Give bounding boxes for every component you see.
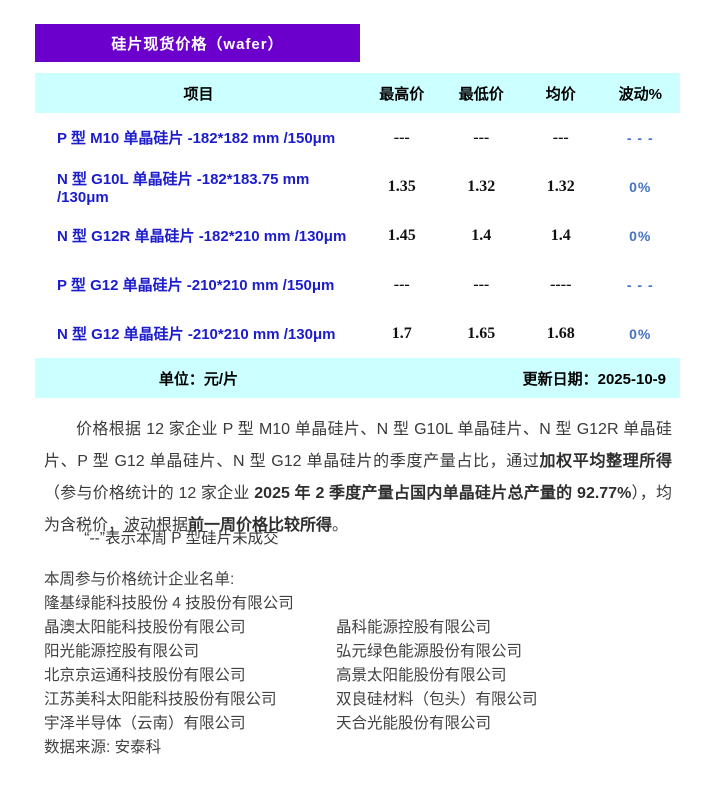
avg-price: 1.68 xyxy=(546,324,575,342)
company-name: 弘元绿色能源股份有限公司 xyxy=(336,643,523,660)
change-value: - - - xyxy=(626,276,654,293)
col-header-change: 波动% xyxy=(618,85,662,103)
para-run-bold: 加权平均整理所得 xyxy=(539,453,672,470)
table-footer-row: 单位：元/片 更新日期：2025-10-9 xyxy=(35,358,680,398)
company-name: 天合光能股份有限公司 xyxy=(336,715,492,732)
table-row: N 型 G12 单晶硅片 -210*210 mm /130μm 1.7 1.65… xyxy=(35,309,680,358)
para-run-bold: 2025 年 2 季度产量占国内单晶硅片总产量的 92.77% xyxy=(254,485,632,502)
methodology-paragraph: 价格根据 12 家企业 P 型 M10 单晶硅片、N 型 G10L 单晶硅片、N… xyxy=(44,414,672,542)
table-row: P 型 M10 单晶硅片 -182*182 mm /150μm --- --- … xyxy=(35,113,680,162)
table-header-row: 项目 最高价 最低价 均价 波动% xyxy=(35,73,680,113)
data-source: 数据来源: 安泰科 xyxy=(44,739,162,756)
change-value: 0% xyxy=(629,325,652,342)
col-header-high: 最高价 xyxy=(379,85,425,103)
col-header-low: 最低价 xyxy=(458,85,504,103)
company-list: 本周参与价格统计企业名单: 隆基绿能科技股份 4 技股份有限公司 晶澳太阳能科技… xyxy=(44,568,684,760)
avg-price: 1.32 xyxy=(546,177,575,195)
para-run: 价格根据 12 家企业 P 型 M10 单晶硅片、N 型 G10L 单晶硅片、N… xyxy=(44,421,672,470)
high-price: 1.35 xyxy=(387,177,416,195)
low-price: --- xyxy=(473,275,490,293)
para-run: （参与价格统计的 12 家企业 xyxy=(44,485,255,502)
low-price: 1.32 xyxy=(467,177,496,195)
avg-price: 1.4 xyxy=(550,226,571,244)
unit-label: 单位：元/片 xyxy=(158,370,239,388)
company-name: 江苏美科太阳能科技股份有限公司 xyxy=(44,691,277,708)
company-name: 高景太阳能股份有限公司 xyxy=(336,667,507,684)
avg-price: --- xyxy=(552,128,569,146)
para-run: 。 xyxy=(332,517,349,534)
table-row: P 型 G12 单晶硅片 -210*210 mm /150μm --- --- … xyxy=(35,260,680,309)
change-value: - - - xyxy=(626,129,654,146)
company-name: 宇泽半导体（云南）有限公司 xyxy=(44,715,246,732)
company-name: 晶澳太阳能科技股份有限公司 xyxy=(44,619,246,636)
company-row: 北京京运通科技股份有限公司 高景太阳能股份有限公司 xyxy=(44,664,684,688)
product-name: P 型 M10 单晶硅片 -182*182 mm /150μm xyxy=(57,130,336,147)
change-value: 0% xyxy=(629,227,652,244)
company-name: 隆基绿能科技股份 4 技股份有限公司 xyxy=(44,595,294,612)
company-name: 晶科能源控股有限公司 xyxy=(336,619,492,636)
product-name: N 型 G10L 单晶硅片 -182*183.75 mm /130μm xyxy=(57,170,310,206)
low-price: --- xyxy=(473,128,490,146)
page-title: 硅片现货价格（wafer） xyxy=(35,24,360,62)
para-run-bold: 前一周价格比较所得 xyxy=(188,517,333,534)
high-price: --- xyxy=(393,275,410,293)
col-header-avg: 均价 xyxy=(545,85,576,103)
para-run: ），均为含税价，波动根据 xyxy=(44,485,672,534)
company-name: 北京京运通科技股份有限公司 xyxy=(44,667,246,684)
company-row: 宇泽半导体（云南）有限公司 天合光能股份有限公司 xyxy=(44,712,684,736)
company-name: 双良硅材料（包头）有限公司 xyxy=(336,691,538,708)
company-name: 阳光能源控股有限公司 xyxy=(44,643,200,660)
update-date: 更新日期：2025-10-9 xyxy=(522,370,666,388)
company-list-heading: 本周参与价格统计企业名单: xyxy=(44,571,235,588)
wafer-price-table: 项目 最高价 最低价 均价 波动% P 型 M10 单晶硅片 -182*182 … xyxy=(35,73,680,398)
company-row: 晶澳太阳能科技股份有限公司 晶科能源控股有限公司 xyxy=(44,616,684,640)
low-price: 1.4 xyxy=(471,226,492,244)
table-row: N 型 G12R 单晶硅片 -182*210 mm /130μm 1.45 1.… xyxy=(35,211,680,260)
company-row: 阳光能源控股有限公司 弘元绿色能源股份有限公司 xyxy=(44,640,684,664)
avg-price: ---- xyxy=(550,275,572,293)
page-title-label: 硅片现货价格（wafer） xyxy=(111,35,284,53)
low-price: 1.65 xyxy=(467,324,496,342)
col-header-item: 项目 xyxy=(183,85,214,103)
high-price: 1.45 xyxy=(387,226,416,244)
product-name: N 型 G12R 单晶硅片 -182*210 mm /130μm xyxy=(57,228,347,245)
high-price: --- xyxy=(393,128,410,146)
company-row: 江苏美科太阳能科技股份有限公司 双良硅材料（包头）有限公司 xyxy=(44,688,684,712)
product-name: N 型 G12 单晶硅片 -210*210 mm /130μm xyxy=(57,326,336,343)
product-name: P 型 G12 单晶硅片 -210*210 mm /150μm xyxy=(57,277,335,294)
dash-explanation-note: “--”表示本周 P 型硅片未成交 xyxy=(84,530,279,547)
table-row: N 型 G10L 单晶硅片 -182*183.75 mm /130μm 1.35… xyxy=(35,162,680,211)
high-price: 1.7 xyxy=(391,324,412,342)
change-value: 0% xyxy=(629,178,652,195)
